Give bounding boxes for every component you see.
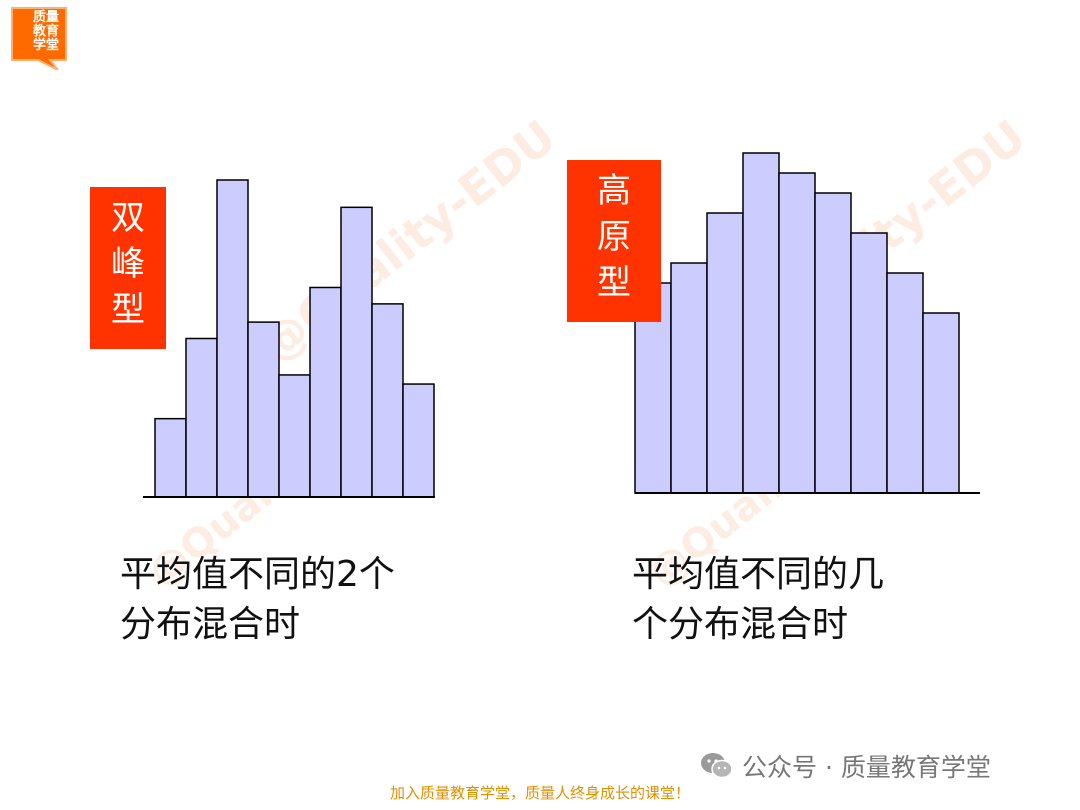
- bimodal-caption-line-1: 平均值不同的2个: [120, 554, 395, 595]
- plateau-bar-2: [670, 262, 708, 494]
- plateau-tag-char-1: 高: [597, 171, 631, 211]
- bimodal-bar-9: [402, 383, 435, 498]
- plateau-caption-line-1: 平均值不同的几: [632, 554, 885, 595]
- plateau-tag-char-3: 型: [597, 263, 631, 303]
- bimodal-histogram: [143, 179, 435, 498]
- bimodal-caption-line-2: 分布混合时: [120, 604, 301, 645]
- plateau-histogram: [634, 152, 980, 494]
- bimodal-bar-1: [154, 417, 187, 498]
- bimodal-bar-2: [185, 337, 218, 498]
- plateau-bar-5: [778, 172, 816, 494]
- bimodal-bar-7: [340, 206, 373, 498]
- plateau-tag-char-2: 原: [597, 217, 631, 257]
- wechat-credit: 公众号 · 质量教育学堂: [700, 748, 991, 784]
- plateau-bar-7: [850, 232, 888, 494]
- plateau-caption: 平均值不同的几 个分布混合时: [632, 550, 884, 650]
- plateau-tag: 高 原 型: [567, 160, 661, 322]
- plateau-bar-4: [742, 152, 780, 494]
- footer-slogan: 加入质量教育学堂，质量人终身成长的课堂！: [389, 784, 690, 802]
- plateau-bar-3: [706, 212, 744, 494]
- plateau-bar-6: [814, 192, 852, 494]
- bimodal-tag-char-3: 型: [111, 290, 145, 330]
- wechat-icon: [701, 753, 733, 779]
- plateau-bar-8: [886, 272, 924, 494]
- plateau-bar-9: [922, 312, 960, 494]
- bimodal-tag: 双 峰 型: [90, 187, 166, 349]
- plateau-caption-line-2: 个分布混合时: [632, 604, 849, 645]
- bimodal-tag-char-1: 双: [111, 198, 145, 238]
- bimodal-tag-char-2: 峰: [111, 244, 145, 284]
- bimodal-bar-6: [309, 286, 342, 498]
- bimodal-bar-8: [371, 303, 404, 498]
- bimodal-caption: 平均值不同的2个 分布混合时: [120, 550, 395, 650]
- logo-line-1: 质量: [32, 10, 59, 25]
- wechat-text: 公众号 · 质量教育学堂: [742, 753, 991, 782]
- logo-line-3: 学堂: [32, 38, 59, 53]
- brand-logo: 质量 教育 学堂: [10, 6, 68, 70]
- bimodal-bar-4: [247, 321, 280, 498]
- bimodal-bar-3: [216, 179, 249, 498]
- bimodal-bar-5: [278, 374, 311, 498]
- logo-line-2: 教育: [32, 24, 59, 39]
